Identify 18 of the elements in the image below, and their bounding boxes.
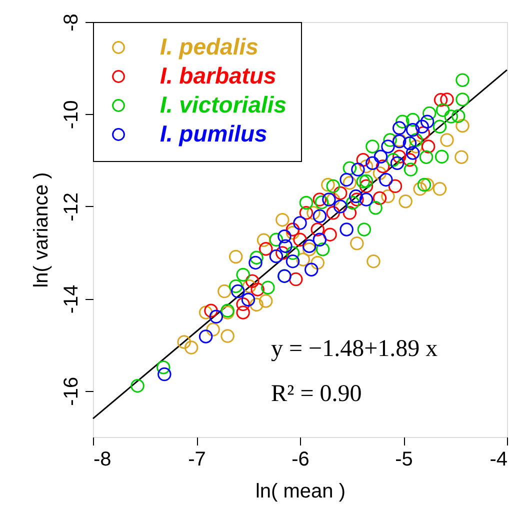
legend-label: I. barbatus <box>160 62 276 88</box>
legend-label: I. pedalis <box>160 34 258 60</box>
y-tick-label: -10 <box>60 100 82 130</box>
legend-label: I. pumilus <box>160 120 268 146</box>
legend-label: I. victorialis <box>160 92 287 118</box>
x-tick-label: -5 <box>395 448 413 470</box>
y-tick-label: -14 <box>60 284 82 314</box>
annotation: R² = 0.90 <box>271 381 362 407</box>
x-tick-label: -6 <box>292 448 310 470</box>
y-tick-label: -16 <box>60 376 82 406</box>
y-tick-label: -12 <box>60 192 82 222</box>
x-tick-label: -4 <box>490 448 508 470</box>
x-tick-label: -7 <box>188 448 206 470</box>
annotation: y = −1.48+1.89 x <box>271 336 438 362</box>
x-tick-label: -8 <box>94 448 112 470</box>
y-axis-title: ln( variance ) <box>30 172 52 288</box>
y-tick-label: -8 <box>60 14 82 32</box>
x-axis-title: ln( mean ) <box>255 480 346 502</box>
